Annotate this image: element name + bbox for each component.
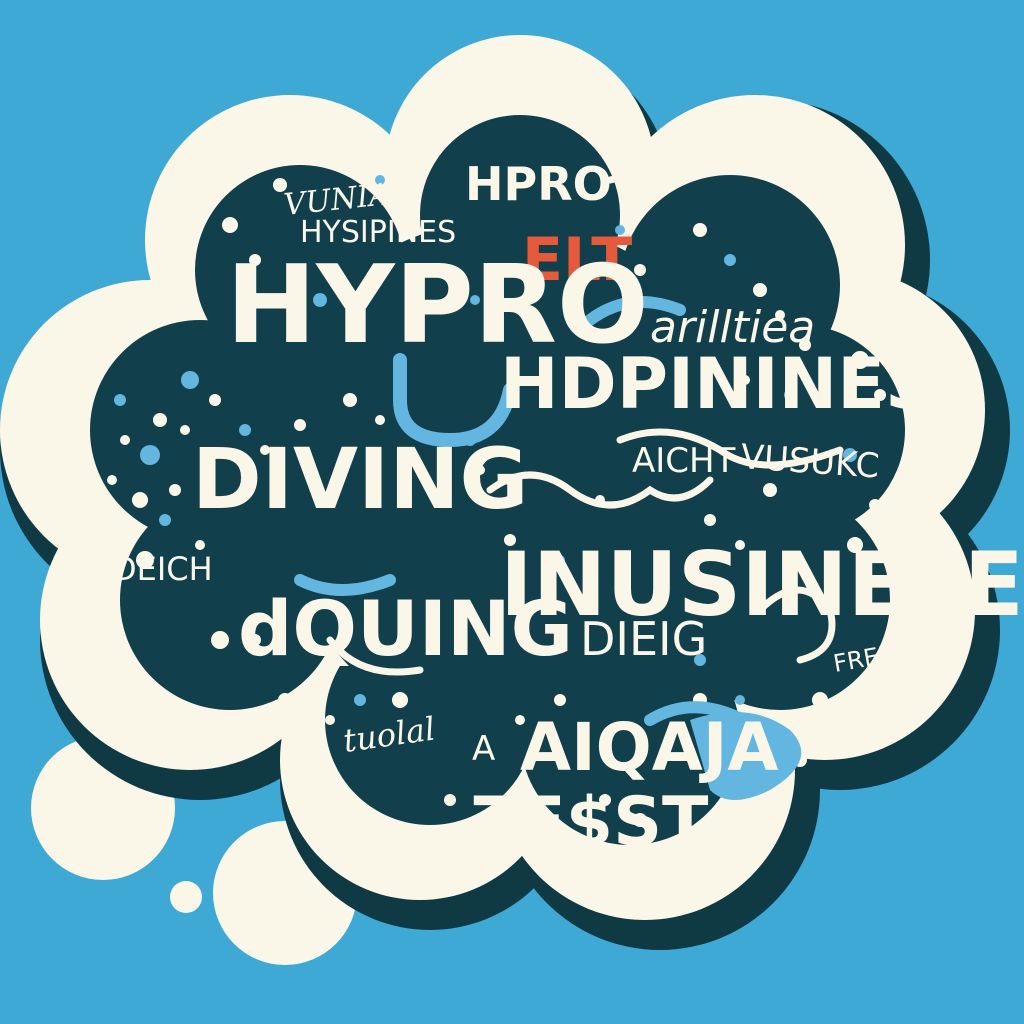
decorative-dot bbox=[169, 484, 181, 496]
blue-wave-shape bbox=[690, 712, 802, 800]
word-deich: DEICH bbox=[112, 550, 213, 588]
word-aicht: AICHT bbox=[632, 441, 736, 481]
decorative-dot bbox=[249, 634, 261, 646]
decorative-dot bbox=[249, 254, 261, 266]
decorative-dot bbox=[325, 715, 335, 725]
decorative-dot bbox=[634, 264, 646, 276]
word-hypro-small: HPRO bbox=[465, 157, 612, 211]
decorative-dot bbox=[812, 692, 828, 708]
word-vusukc: VUSUKC bbox=[739, 437, 880, 487]
decorative-dot bbox=[159, 514, 171, 526]
decorative-dot bbox=[884, 574, 896, 586]
decorative-dot bbox=[633, 813, 647, 827]
word-elt: ELT bbox=[522, 225, 632, 295]
decorative-swirls bbox=[326, 174, 844, 676]
decorative-dot bbox=[693, 223, 707, 237]
decorative-dot bbox=[375, 415, 385, 425]
word-diving: DIVING bbox=[192, 430, 529, 528]
decorative-dot bbox=[211, 631, 229, 649]
decorative-dot bbox=[114, 394, 126, 406]
decorative-dot bbox=[294, 419, 306, 431]
decorative-dot bbox=[615, 225, 625, 235]
decorative-dot bbox=[724, 254, 736, 266]
decorative-dot bbox=[740, 375, 750, 385]
decorative-dot bbox=[181, 371, 199, 389]
decorative-dot bbox=[239, 424, 251, 436]
word-zesst: ZE$ST bbox=[470, 783, 709, 862]
blue-u-glyph bbox=[393, 353, 517, 448]
decorative-dot bbox=[504, 534, 516, 546]
cloud-inner bbox=[90, 115, 905, 845]
decorative-dot bbox=[209, 394, 221, 406]
decorative-dot bbox=[775, 310, 785, 320]
decorative-dot bbox=[449, 274, 461, 286]
word-hypro-big: HYPRO bbox=[226, 243, 649, 368]
decorative-dots bbox=[107, 150, 910, 835]
decorative-dot bbox=[555, 555, 565, 565]
decorative-dot bbox=[515, 715, 525, 725]
decorative-dot bbox=[404, 169, 416, 181]
decorative-dot bbox=[343, 393, 357, 407]
decorative-dot bbox=[375, 175, 385, 185]
decorative-dot bbox=[554, 694, 566, 706]
decorative-dot bbox=[132, 492, 148, 508]
decorative-dot bbox=[704, 514, 716, 526]
word-inusinele: INUSINELE bbox=[500, 533, 1024, 636]
decorative-dot bbox=[753, 283, 767, 297]
decorative-dot bbox=[470, 295, 480, 305]
decorative-dot bbox=[180, 425, 190, 435]
decorative-dot bbox=[851, 351, 869, 369]
decorative-dot bbox=[313, 293, 327, 307]
word-hdpinines: HDPININES bbox=[500, 343, 935, 425]
thought-circle-small bbox=[170, 881, 202, 913]
decorative-dot bbox=[140, 445, 160, 465]
word-dieig: DIEIG bbox=[580, 612, 707, 666]
word-dquing: dQUING bbox=[238, 584, 573, 673]
decorative-dot bbox=[444, 794, 456, 806]
word-arilltiea: arilltiea bbox=[650, 302, 815, 353]
decorative-dot bbox=[843, 448, 857, 462]
word-hysipines: HYSIPINES bbox=[300, 215, 456, 250]
decorative-dot bbox=[900, 615, 910, 625]
decorative-dot bbox=[392, 692, 408, 708]
decorative-dot bbox=[735, 540, 745, 550]
decorative-dot bbox=[260, 445, 270, 455]
decorative-dot bbox=[784, 389, 796, 401]
decorative-dot bbox=[599, 794, 611, 806]
decorative-dot bbox=[763, 483, 777, 497]
decorative-dot bbox=[120, 435, 130, 445]
word-amp: & bbox=[80, 510, 110, 554]
decorative-dot bbox=[195, 540, 205, 550]
decorative-dot bbox=[799, 339, 811, 351]
decorative-dot bbox=[222, 217, 238, 233]
decorative-dot bbox=[107, 475, 117, 485]
decorative-dot bbox=[354, 694, 366, 706]
decorative-dot bbox=[136, 551, 154, 569]
decorative-dot bbox=[655, 575, 665, 585]
decorative-dot bbox=[425, 150, 435, 160]
decorative-dot bbox=[869, 499, 881, 511]
decorative-dot bbox=[847, 537, 863, 553]
decorative-dot bbox=[153, 413, 167, 427]
decorative-dot bbox=[425, 825, 435, 835]
decorative-dot bbox=[735, 695, 745, 705]
decorative-dot bbox=[273, 178, 287, 192]
decorative-dot bbox=[694, 654, 706, 666]
decorative-dot bbox=[278, 693, 292, 707]
decorative-dot bbox=[874, 389, 886, 401]
decorative-dot bbox=[475, 465, 485, 475]
decorative-dot bbox=[834, 729, 846, 741]
word-a-small: A bbox=[472, 729, 495, 769]
word-aiqaja: AIQAJA bbox=[520, 709, 778, 786]
